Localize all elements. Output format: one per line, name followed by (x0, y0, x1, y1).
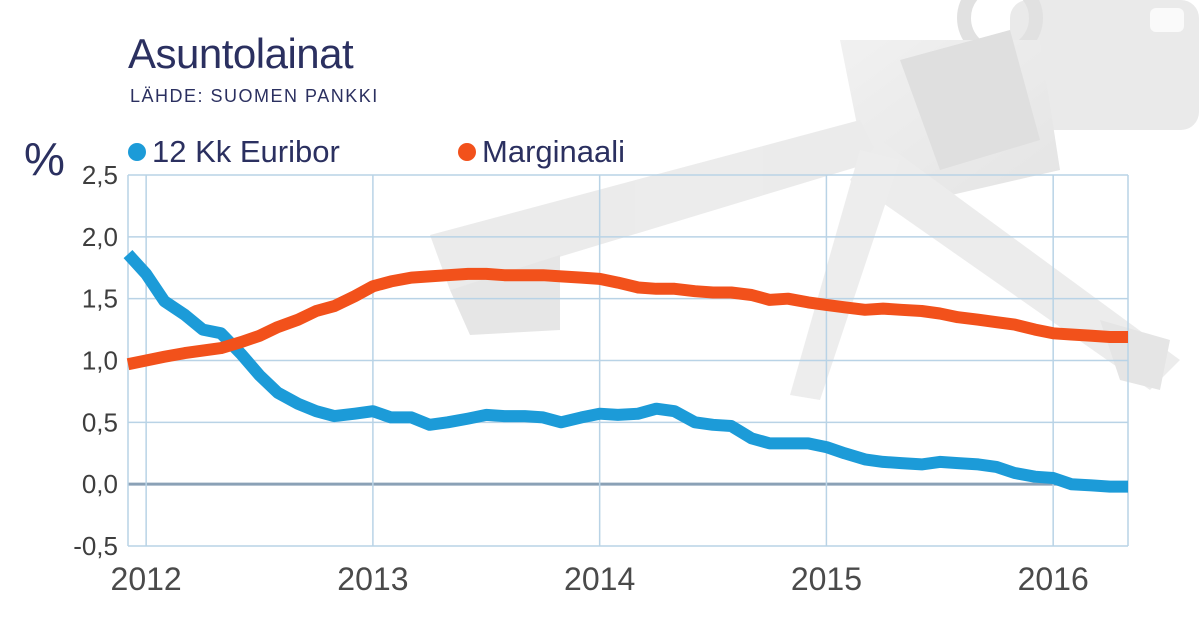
y-tick-label: 2,5 (82, 160, 118, 190)
legend-item-marginaali: Marginaali (458, 134, 625, 170)
chart-source: LÄHDE: SUOMEN PANKKI (130, 86, 379, 106)
legend-marginaali-dot-icon (458, 143, 476, 161)
legend-marginaali-label: Marginaali (482, 134, 626, 169)
y-tick-label: 0,0 (82, 469, 118, 499)
x-tick-label: 2013 (337, 561, 408, 597)
y-axis-unit-label: % (24, 133, 65, 185)
legend-item-euribor: 12 Kk Euribor (128, 134, 340, 170)
x-tick-label: 2015 (791, 561, 862, 597)
marginaali-series-line (126, 267, 1128, 371)
y-tick-label: 1,0 (82, 346, 118, 376)
x-tick-label: 2014 (564, 561, 635, 597)
x-tick-label: 2016 (1018, 561, 1089, 597)
x-tick-label: 2012 (111, 561, 182, 597)
legend-euribor-label: 12 Kk Euribor (152, 134, 340, 169)
y-tick-label: -0,5 (73, 531, 118, 561)
euribor-series-line (123, 250, 1128, 493)
legend-euribor-dot-icon (128, 143, 146, 161)
y-tick-label: 1,5 (82, 284, 118, 314)
y-tick-label: 2,0 (82, 222, 118, 252)
chart-title: Asuntolainat (128, 30, 354, 77)
y-tick-label: 0,5 (82, 407, 118, 437)
